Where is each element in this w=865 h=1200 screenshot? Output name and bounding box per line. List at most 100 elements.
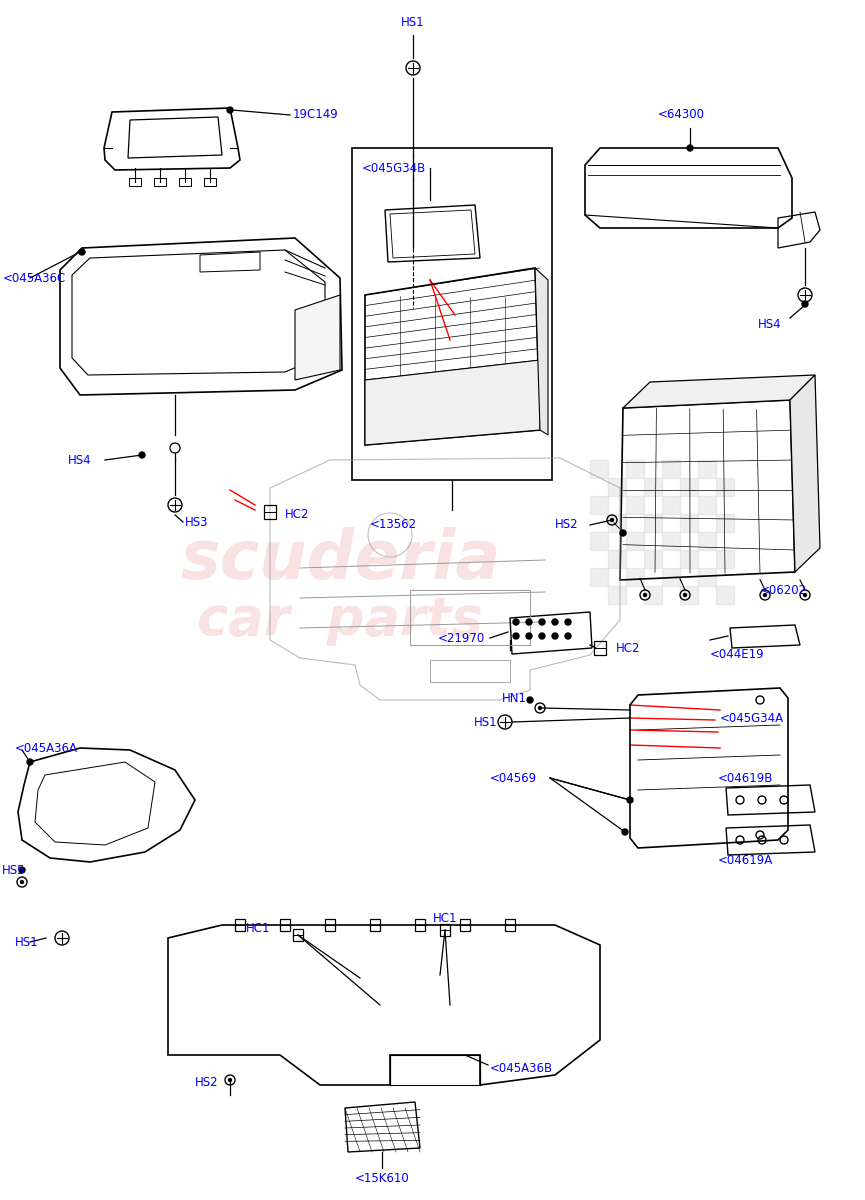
Text: <04569: <04569 <box>490 772 537 785</box>
Bar <box>716 478 734 496</box>
Bar <box>370 919 380 931</box>
Bar <box>460 919 470 931</box>
Bar <box>644 550 662 568</box>
Circle shape <box>526 634 532 638</box>
Text: <045G34A: <045G34A <box>720 712 785 725</box>
Bar <box>410 590 530 646</box>
Circle shape <box>526 619 532 625</box>
Polygon shape <box>790 374 820 572</box>
Circle shape <box>539 634 545 638</box>
Bar <box>505 919 515 931</box>
Bar <box>590 496 608 514</box>
Polygon shape <box>295 295 340 380</box>
Polygon shape <box>535 268 548 434</box>
Bar <box>204 178 216 186</box>
Circle shape <box>611 518 613 522</box>
Bar <box>626 532 644 550</box>
Bar <box>680 514 698 532</box>
Bar <box>680 586 698 604</box>
Text: scuderia: scuderia <box>180 527 500 593</box>
Text: <15K610: <15K610 <box>355 1171 410 1184</box>
Circle shape <box>683 594 687 596</box>
Bar <box>716 550 734 568</box>
Bar <box>662 532 680 550</box>
Circle shape <box>539 619 545 625</box>
Bar <box>698 568 716 586</box>
Bar <box>644 514 662 532</box>
Bar <box>590 532 608 550</box>
Bar <box>662 496 680 514</box>
Text: <04619A: <04619A <box>718 853 773 866</box>
Text: HS1: HS1 <box>401 16 425 29</box>
Circle shape <box>620 530 626 536</box>
Circle shape <box>513 619 519 625</box>
Polygon shape <box>623 374 815 408</box>
Bar <box>608 478 626 496</box>
Bar <box>662 568 680 586</box>
Bar <box>680 550 698 568</box>
Bar <box>264 505 276 518</box>
Text: HS1: HS1 <box>15 936 39 948</box>
Bar <box>440 924 450 936</box>
Circle shape <box>627 797 633 803</box>
Text: car  parts: car parts <box>197 594 483 646</box>
Bar <box>644 478 662 496</box>
Circle shape <box>139 452 145 458</box>
Text: <045A36C: <045A36C <box>3 271 67 284</box>
Circle shape <box>539 707 541 709</box>
Circle shape <box>527 697 533 703</box>
Bar <box>280 919 290 931</box>
Text: HC1: HC1 <box>246 922 270 935</box>
Circle shape <box>764 594 766 596</box>
Circle shape <box>79 248 85 254</box>
Bar <box>293 929 303 941</box>
Text: HS4: HS4 <box>758 318 782 331</box>
Bar <box>352 148 552 480</box>
Text: HS5: HS5 <box>2 864 25 876</box>
Bar <box>415 919 425 931</box>
Circle shape <box>513 634 519 638</box>
Bar <box>680 478 698 496</box>
Bar <box>626 460 644 478</box>
Text: <13562: <13562 <box>370 518 417 532</box>
Bar <box>179 178 191 186</box>
Bar <box>698 460 716 478</box>
Text: HN1: HN1 <box>502 691 527 704</box>
Circle shape <box>687 145 693 151</box>
Bar <box>644 586 662 604</box>
Circle shape <box>228 1079 232 1081</box>
Text: HS3: HS3 <box>185 516 208 528</box>
Circle shape <box>565 619 571 625</box>
Polygon shape <box>365 360 540 445</box>
Text: <04619B: <04619B <box>718 772 773 785</box>
Circle shape <box>227 107 233 113</box>
Bar <box>716 514 734 532</box>
Bar <box>390 1055 480 1085</box>
Bar <box>608 586 626 604</box>
Text: HC2: HC2 <box>616 642 640 654</box>
Text: HC1: HC1 <box>432 912 458 924</box>
Circle shape <box>19 866 25 874</box>
Bar <box>626 568 644 586</box>
Text: HS4: HS4 <box>68 454 92 467</box>
Bar <box>662 460 680 478</box>
Bar <box>698 496 716 514</box>
Circle shape <box>644 594 646 596</box>
Bar <box>590 568 608 586</box>
Circle shape <box>611 518 613 521</box>
Bar <box>698 532 716 550</box>
Bar <box>608 550 626 568</box>
Text: <044E19: <044E19 <box>710 648 765 661</box>
Bar <box>325 919 335 931</box>
Circle shape <box>27 758 33 766</box>
Bar <box>154 178 166 186</box>
Text: HS2: HS2 <box>195 1075 219 1088</box>
Bar <box>430 660 510 682</box>
Text: HC2: HC2 <box>285 509 310 522</box>
Text: <21970: <21970 <box>438 631 485 644</box>
Bar <box>716 586 734 604</box>
Circle shape <box>804 594 806 596</box>
Text: HS2: HS2 <box>555 518 579 532</box>
Bar <box>235 919 245 931</box>
Text: <045G34B: <045G34B <box>362 162 426 174</box>
